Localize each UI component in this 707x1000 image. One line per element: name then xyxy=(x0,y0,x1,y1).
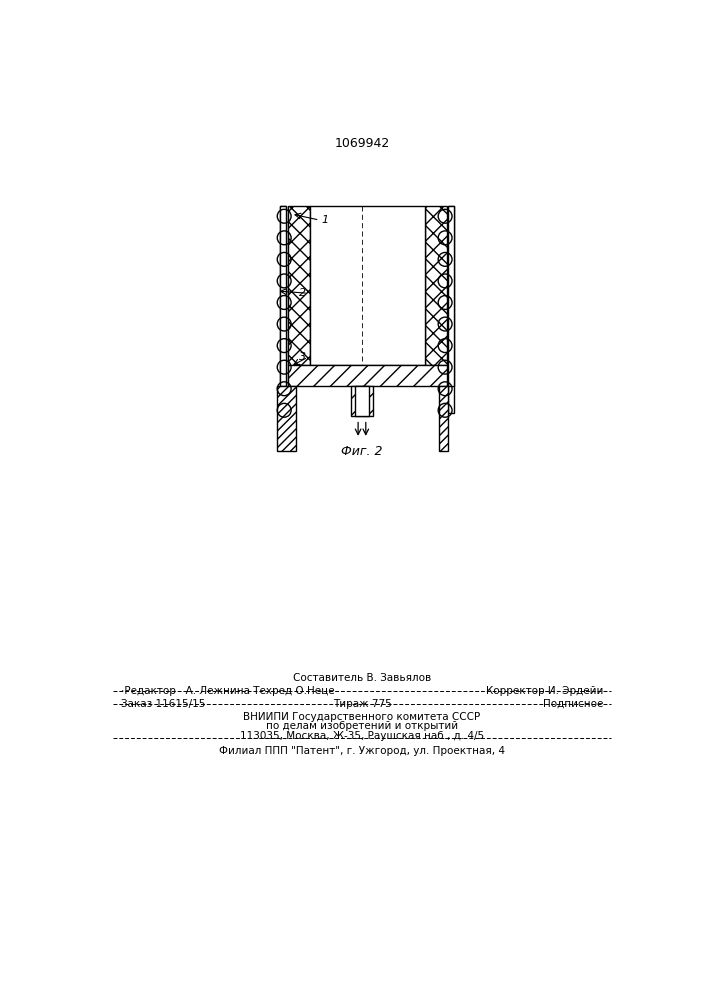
Bar xyxy=(448,206,455,413)
Text: Корректор И. Эрдейи: Корректор И. Эрдейи xyxy=(486,686,604,696)
Bar xyxy=(448,206,455,386)
Bar xyxy=(281,206,286,386)
Text: Филиал ППП "Патент", г. Ужгород, ул. Проектная, 4: Филиал ППП "Патент", г. Ужгород, ул. Про… xyxy=(219,746,505,756)
Bar xyxy=(288,365,447,386)
Text: ·Редактор   А. Лежнина Техред О.Неце: ·Редактор А. Лежнина Техред О.Неце xyxy=(121,686,334,696)
Text: по делам изобретений и открытий: по делам изобретений и открытий xyxy=(266,721,458,731)
Bar xyxy=(281,206,286,413)
Bar xyxy=(288,206,310,365)
Text: 113035, Москва, Ж-35, Раушская наб., д. 4/5: 113035, Москва, Ж-35, Раушская наб., д. … xyxy=(240,731,484,741)
Text: Составитель В. Завьялов: Составитель В. Завьялов xyxy=(293,673,431,683)
Bar xyxy=(355,386,369,416)
Bar xyxy=(310,206,425,365)
Bar xyxy=(439,386,448,451)
Text: 2: 2 xyxy=(299,288,307,298)
Bar xyxy=(425,206,447,365)
Text: Заказ 11615/15: Заказ 11615/15 xyxy=(121,699,205,709)
Text: 3: 3 xyxy=(299,352,307,362)
Text: Тираж 775: Тираж 775 xyxy=(332,699,392,709)
Text: 1069942: 1069942 xyxy=(334,137,390,150)
Bar xyxy=(277,386,296,451)
Text: Подписное: Подписное xyxy=(544,699,604,709)
Text: Фиг. 2: Фиг. 2 xyxy=(341,445,382,458)
Text: 1: 1 xyxy=(322,215,329,225)
Text: ВНИИПИ Государственного комитета СССР: ВНИИПИ Государственного комитета СССР xyxy=(243,712,481,722)
Bar xyxy=(351,386,373,416)
